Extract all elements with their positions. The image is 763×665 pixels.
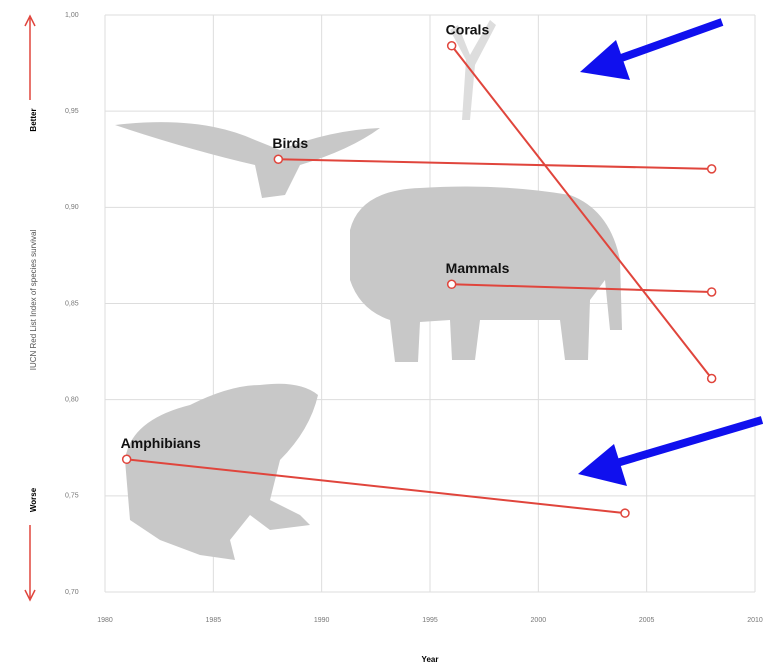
y-tick-label: 0,85	[65, 300, 79, 307]
point	[708, 288, 716, 296]
point	[708, 375, 716, 383]
x-axis-title: Year	[422, 655, 439, 664]
point	[448, 280, 456, 288]
y-tick-label: 1,00	[65, 12, 79, 19]
x-tick-label: 1990	[314, 617, 330, 624]
point	[448, 42, 456, 50]
y-tick-label: 0,95	[65, 108, 79, 115]
point	[708, 165, 716, 173]
x-tick-label: 1995	[422, 617, 438, 624]
y-axis-title: IUCN Red List Index of species survival	[29, 230, 38, 371]
y-label-top: Better	[29, 108, 38, 131]
x-tick-label: 1985	[206, 617, 222, 624]
y-label-bottom: Worse	[29, 487, 38, 512]
x-tick-label: 1980	[97, 617, 113, 624]
series-label: Amphibians	[121, 435, 201, 451]
silhouettes	[115, 20, 622, 560]
y-tick-label: 0,90	[65, 204, 79, 211]
series-label: Mammals	[446, 260, 510, 276]
point	[621, 509, 629, 517]
point	[274, 155, 282, 163]
series-label: Birds	[272, 135, 308, 151]
y-tick-label: 0,80	[65, 397, 79, 404]
series-label: Corals	[446, 21, 490, 37]
y-tick-label: 0,70	[65, 589, 79, 596]
x-tick-label: 2000	[531, 617, 547, 624]
y-tick-label: 0,75	[65, 493, 79, 500]
x-tick-label: 2005	[639, 617, 655, 624]
x-tick-label: 2010	[747, 617, 763, 624]
point	[123, 455, 131, 463]
y-axis-labels: Better IUCN Red List Index of species su…	[25, 16, 38, 600]
chart: Better IUCN Red List Index of species su…	[0, 0, 763, 665]
